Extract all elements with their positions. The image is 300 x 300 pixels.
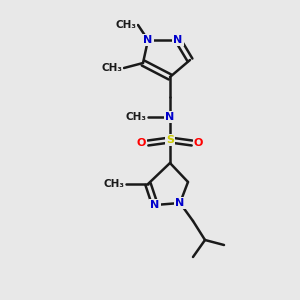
Text: N: N bbox=[173, 35, 183, 45]
Text: CH₃: CH₃ bbox=[115, 20, 136, 30]
Text: O: O bbox=[194, 138, 203, 148]
Text: N: N bbox=[143, 35, 153, 45]
Text: CH₃: CH₃ bbox=[103, 179, 124, 189]
Text: O: O bbox=[136, 138, 146, 148]
Text: N: N bbox=[150, 200, 160, 210]
Text: N: N bbox=[165, 112, 175, 122]
Text: CH₃: CH₃ bbox=[101, 63, 122, 73]
Text: N: N bbox=[176, 198, 184, 208]
Text: CH₃: CH₃ bbox=[125, 112, 146, 122]
Text: S: S bbox=[166, 135, 174, 145]
